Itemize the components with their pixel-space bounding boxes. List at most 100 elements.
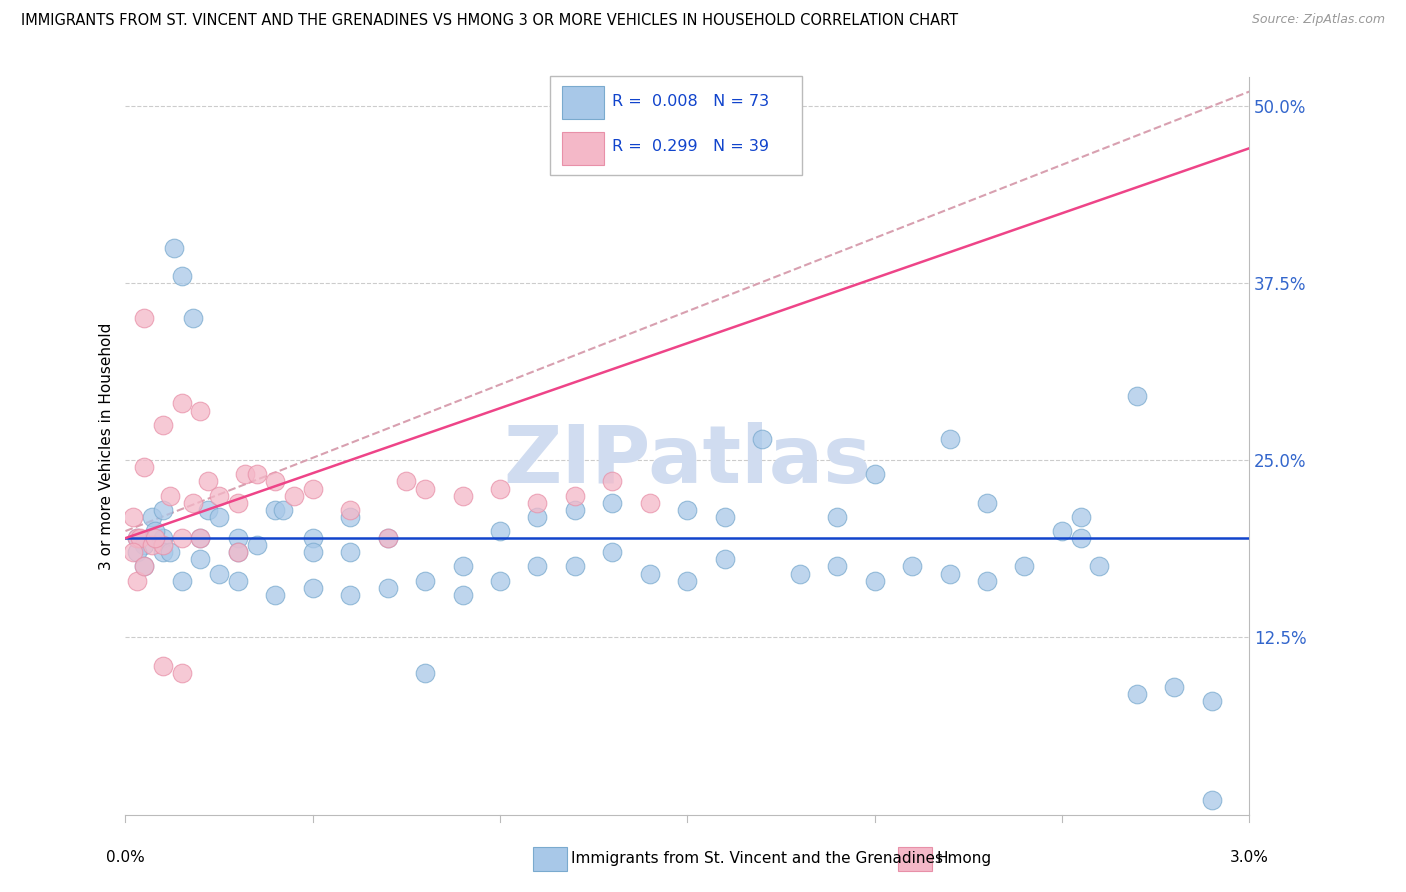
Point (152, 538, 174, 552)
Point (713, 552, 735, 566)
Point (283, 489, 305, 503)
Text: ZIPatlas: ZIPatlas (503, 422, 872, 500)
Point (271, 503, 294, 517)
Point (170, 665, 193, 680)
Point (413, 665, 436, 680)
Point (226, 574, 249, 588)
Point (339, 588, 361, 602)
Point (301, 581, 323, 595)
Text: IMMIGRANTS FROM ST. VINCENT AND THE GRENADINES VS HMONG 3 OR MORE VEHICLES IN HO: IMMIGRANTS FROM ST. VINCENT AND THE GREN… (21, 13, 959, 29)
Point (181, 311, 204, 326)
Point (170, 396, 193, 410)
Point (676, 503, 699, 517)
Point (190, 552, 212, 566)
Point (152, 545, 174, 559)
Point (602, 496, 624, 510)
Point (526, 559, 548, 574)
Point (676, 574, 699, 588)
Point (152, 503, 174, 517)
Point (638, 566, 661, 581)
Point (526, 496, 548, 510)
Point (264, 588, 287, 602)
Y-axis label: 3 or more Vehicles in Household: 3 or more Vehicles in Household (100, 322, 114, 570)
Point (141, 538, 163, 552)
Point (1050, 524, 1073, 538)
Point (339, 545, 361, 559)
Point (602, 475, 624, 489)
Point (152, 417, 174, 432)
Text: Immigrants from St. Vincent and the Grenadines: Immigrants from St. Vincent and the Gren… (571, 852, 943, 866)
Point (226, 531, 249, 545)
Text: 0.0%: 0.0% (105, 850, 145, 865)
Text: Source: ZipAtlas.com: Source: ZipAtlas.com (1251, 13, 1385, 27)
Point (1163, 680, 1185, 694)
Point (125, 531, 148, 545)
Point (489, 524, 512, 538)
Point (122, 545, 145, 559)
Point (301, 531, 323, 545)
Point (1088, 559, 1111, 574)
Point (134, 460, 156, 475)
Point (141, 509, 163, 524)
Text: R =  0.299   N = 39: R = 0.299 N = 39 (612, 139, 769, 154)
Point (159, 545, 181, 559)
Text: R =  0.008   N = 73: R = 0.008 N = 73 (612, 95, 769, 110)
Point (451, 489, 474, 503)
Point (125, 574, 148, 588)
Point (152, 531, 174, 545)
Point (1070, 531, 1092, 545)
Point (489, 574, 512, 588)
Point (377, 531, 399, 545)
Point (1201, 694, 1223, 708)
Point (245, 467, 267, 482)
Point (1014, 559, 1036, 574)
Point (190, 403, 212, 417)
Point (863, 467, 886, 482)
Point (197, 503, 219, 517)
Point (170, 574, 193, 588)
Point (976, 496, 998, 510)
Point (377, 531, 399, 545)
Point (208, 509, 231, 524)
Point (208, 566, 231, 581)
Point (638, 496, 661, 510)
Point (789, 566, 811, 581)
Point (226, 545, 249, 559)
Point (751, 432, 773, 446)
Point (170, 268, 193, 283)
Point (413, 482, 436, 496)
Point (863, 574, 886, 588)
Point (145, 531, 167, 545)
Point (134, 311, 156, 326)
Point (1070, 509, 1092, 524)
Point (122, 509, 145, 524)
Point (564, 489, 586, 503)
Point (938, 566, 960, 581)
Point (564, 503, 586, 517)
Point (197, 475, 219, 489)
Point (339, 509, 361, 524)
Point (125, 531, 148, 545)
Point (129, 531, 152, 545)
Point (170, 531, 193, 545)
Text: 3.0%: 3.0% (1230, 850, 1268, 865)
Point (713, 509, 735, 524)
Point (159, 489, 181, 503)
Point (1126, 687, 1149, 701)
Point (190, 531, 212, 545)
Point (181, 496, 204, 510)
Point (264, 503, 287, 517)
Point (489, 482, 512, 496)
Point (526, 509, 548, 524)
Point (413, 574, 436, 588)
Point (377, 581, 399, 595)
Point (152, 658, 174, 673)
Point (451, 588, 474, 602)
Point (190, 531, 212, 545)
Point (134, 559, 156, 574)
Point (825, 559, 848, 574)
Point (339, 503, 361, 517)
Point (125, 545, 148, 559)
Point (301, 482, 323, 496)
Point (451, 559, 474, 574)
